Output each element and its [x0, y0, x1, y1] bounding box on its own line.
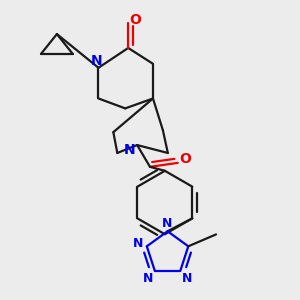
Text: N: N — [182, 272, 193, 285]
Text: O: O — [180, 152, 192, 166]
Text: N: N — [123, 143, 135, 157]
Text: N: N — [142, 272, 153, 285]
Text: N: N — [162, 217, 173, 230]
Text: N: N — [91, 54, 102, 68]
Text: N: N — [133, 237, 143, 250]
Text: O: O — [129, 13, 141, 27]
